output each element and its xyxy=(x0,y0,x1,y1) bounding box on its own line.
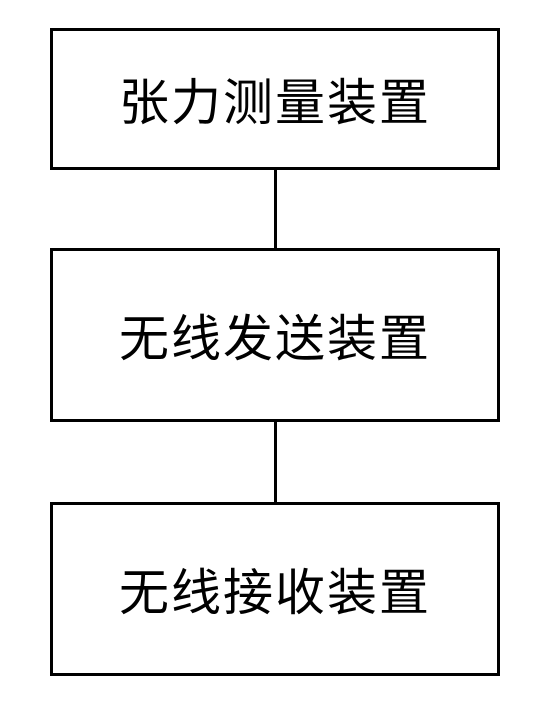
flowchart-node-3: 无线接收装置 xyxy=(50,502,500,676)
flowchart-node-1: 张力测量装置 xyxy=(50,28,500,170)
flowchart-edge-2 xyxy=(274,422,277,502)
flowchart-edge-1 xyxy=(274,170,277,248)
flowchart-container: 张力测量装置 无线发送装置 无线接收装置 xyxy=(50,28,500,676)
node-label: 无线发送装置 xyxy=(119,299,431,371)
node-label: 张力测量装置 xyxy=(119,63,431,135)
node-label: 无线接收装置 xyxy=(119,553,431,625)
flowchart-node-2: 无线发送装置 xyxy=(50,248,500,422)
